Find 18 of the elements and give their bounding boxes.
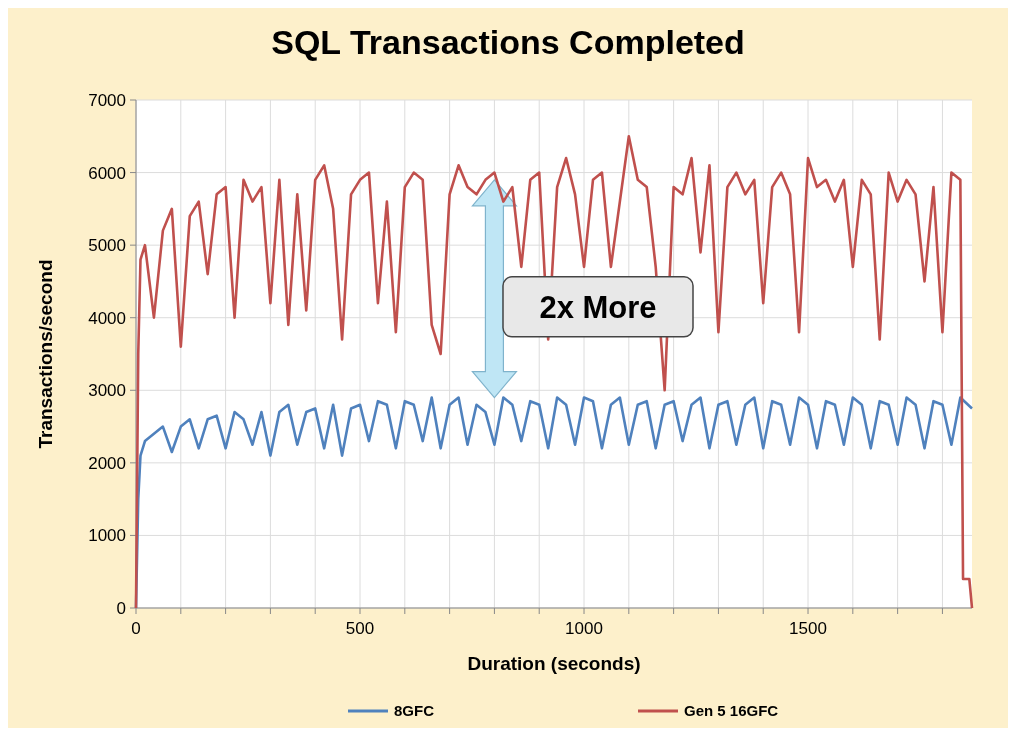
x-tick-label: 1500 xyxy=(789,619,827,638)
x-tick-label: 500 xyxy=(345,619,375,638)
x-tick-label: 1000 xyxy=(565,619,603,638)
y-tick-label: 7000 xyxy=(88,91,126,110)
y-tick-label: 0 xyxy=(116,599,126,618)
y-tick-label: 2000 xyxy=(88,453,126,473)
legend-label: Gen 5 16GFC xyxy=(684,702,779,719)
y-tick-label: 1000 xyxy=(88,526,126,546)
y-tick-label: 5000 xyxy=(88,236,126,256)
x-axis-title: Duration (seconds) xyxy=(467,653,641,674)
x-tick-label: 0 xyxy=(131,619,141,638)
y-tick-label: 6000 xyxy=(88,163,126,183)
legend-label: 8GFC xyxy=(394,702,435,719)
y-axis-title: Transactions/second xyxy=(35,259,56,449)
annotation: 2x More xyxy=(539,289,657,325)
chart-title: SQL Transactions Completed xyxy=(271,23,745,61)
y-tick-label: 4000 xyxy=(88,308,126,328)
y-tick-label: 3000 xyxy=(88,381,126,401)
